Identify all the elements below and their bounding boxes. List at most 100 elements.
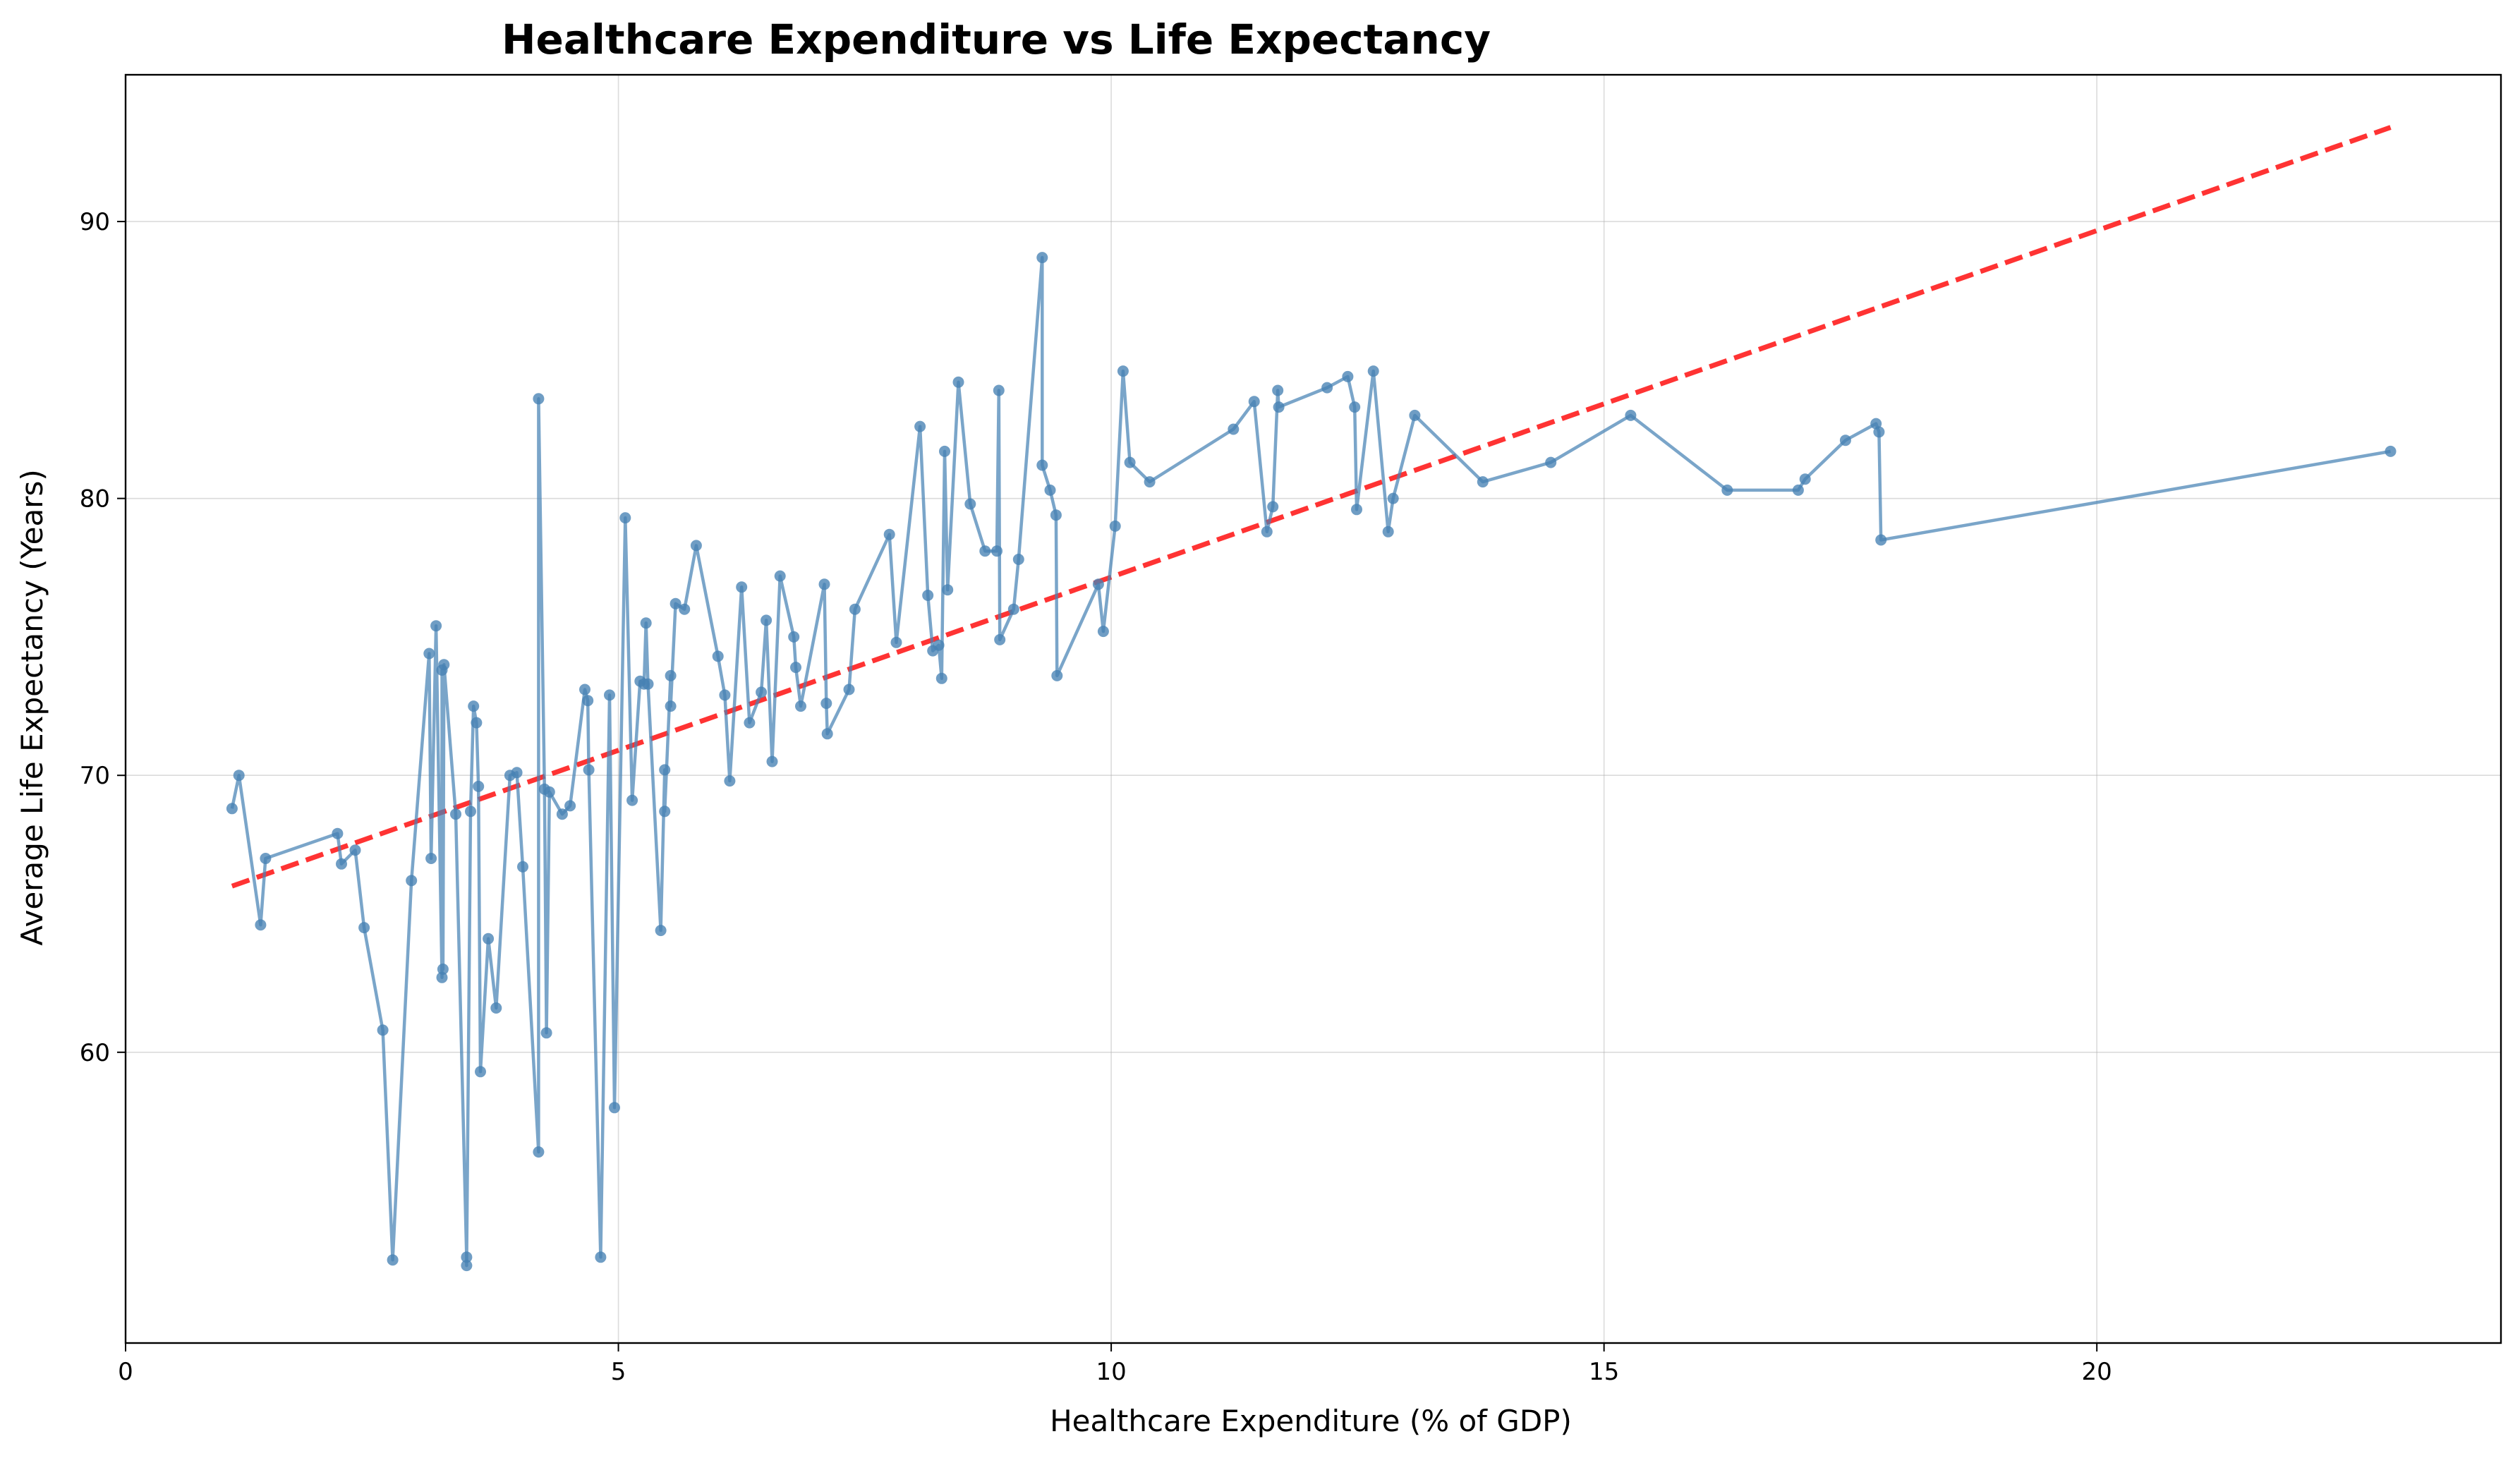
data-point (226, 803, 238, 815)
data-point (979, 545, 991, 557)
data-point (450, 808, 461, 820)
data-point (358, 922, 370, 934)
data-point (736, 581, 748, 593)
grid (125, 75, 2501, 1343)
data-point (665, 669, 677, 681)
data-point (790, 662, 801, 674)
data-point (1267, 501, 1279, 513)
data-point (564, 800, 576, 812)
data-point (425, 853, 437, 864)
data-point (1409, 409, 1421, 421)
data-point (473, 780, 485, 792)
data-point (1036, 459, 1048, 471)
data-point (766, 755, 778, 767)
data-point (582, 695, 594, 707)
data-point (942, 584, 954, 596)
data-point (756, 686, 768, 698)
data-point (1367, 365, 1379, 377)
data-point (1342, 370, 1354, 382)
data-point (1124, 456, 1136, 468)
data-point (556, 808, 568, 820)
data-point (233, 770, 245, 782)
data-point (788, 631, 800, 643)
data-point (1117, 365, 1129, 377)
data-point (626, 794, 638, 806)
x-tick-label: 20 (2082, 1358, 2112, 1386)
data-point (843, 684, 855, 695)
y-tick-label: 70 (80, 762, 110, 790)
data-point (437, 964, 449, 975)
data-point (744, 717, 756, 729)
data-point (1875, 534, 1887, 546)
data-point (336, 858, 347, 870)
data-point (483, 932, 495, 944)
data-point (1036, 252, 1048, 264)
data-point (1007, 603, 1019, 615)
data-point (1477, 476, 1489, 488)
y-tick-label: 60 (80, 1039, 110, 1067)
trend-layer (231, 125, 2392, 889)
data-point (821, 728, 833, 740)
data-point (818, 578, 830, 590)
y-ticks: 60 70 80 90 (80, 208, 126, 1067)
data-point (964, 498, 976, 510)
y-tick-label: 80 (80, 485, 110, 514)
data-point (349, 844, 361, 856)
data-point (922, 590, 934, 601)
trend-line (231, 125, 2392, 889)
series-layer (226, 252, 2397, 1272)
data-point (665, 700, 677, 712)
data-point (1799, 473, 1811, 485)
data-point (1321, 382, 1333, 394)
data-point (1248, 396, 1260, 408)
data-point (423, 648, 435, 660)
data-point (1545, 456, 1557, 468)
data-point (595, 1251, 607, 1263)
data-point (430, 620, 442, 632)
x-axis-label: Healthcare Expenditure (% of GDP) (1050, 1404, 1572, 1438)
data-point (994, 633, 1006, 645)
y-tick-label: 90 (80, 208, 110, 236)
plot-frame (124, 73, 2502, 1344)
data-point (436, 971, 448, 983)
data-point (1625, 409, 1637, 421)
data-point (640, 617, 652, 629)
data-point (1012, 554, 1024, 565)
data-point (1273, 401, 1285, 413)
y-axis-label: Average Life Expectancy (Years) (15, 469, 49, 946)
data-point (583, 764, 595, 776)
x-tick-label: 10 (1096, 1358, 1126, 1386)
data-point (1092, 578, 1104, 590)
data-point (655, 925, 667, 937)
data-point (1272, 384, 1284, 396)
data-point (991, 545, 1002, 557)
data-point (1051, 669, 1063, 681)
data-point (511, 767, 523, 779)
data-point (533, 1146, 545, 1158)
x-tick-label: 0 (118, 1358, 133, 1386)
data-point (883, 528, 895, 540)
data-point (579, 684, 590, 695)
data-point (659, 806, 671, 818)
x-tick-label: 15 (1589, 1358, 1619, 1386)
data-point (468, 700, 480, 712)
data-point (1228, 423, 1240, 435)
data-point (890, 636, 902, 648)
data-point (387, 1254, 399, 1266)
data-point (1792, 484, 1804, 496)
data-point (332, 827, 344, 839)
data-point (1261, 526, 1273, 537)
data-point (438, 659, 450, 671)
data-point (1097, 626, 1109, 638)
data-point (619, 512, 631, 524)
data-point (543, 786, 555, 798)
data-point (719, 689, 731, 701)
data-point (642, 678, 654, 690)
data-point (1351, 504, 1362, 516)
data-point (1387, 492, 1399, 504)
data-point (461, 1260, 473, 1272)
data-point (517, 861, 528, 873)
data-point (774, 570, 786, 582)
data-point (724, 775, 736, 787)
